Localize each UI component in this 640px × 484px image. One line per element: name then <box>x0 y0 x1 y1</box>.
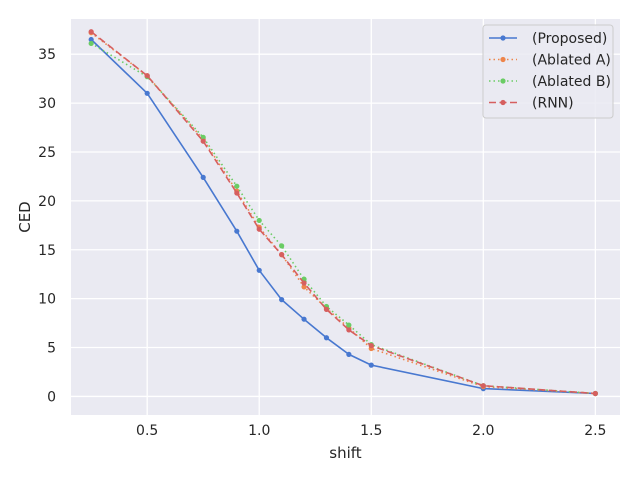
y-tick-label: 5 <box>47 341 56 357</box>
series-0 <box>88 36 598 397</box>
data-point <box>279 252 285 258</box>
y-tick-label: 0 <box>47 389 56 405</box>
y-tick-label: 10 <box>38 292 56 308</box>
series-lines <box>88 29 598 397</box>
data-point <box>256 217 262 224</box>
legend: (Proposed) (Ablated A) (Ablated B) (RNN) <box>482 24 614 119</box>
series-3 <box>88 29 598 397</box>
data-point <box>346 327 352 333</box>
x-tick-label: 2.0 <box>472 423 494 439</box>
grid <box>71 19 620 415</box>
data-point <box>368 342 374 349</box>
legend-label: (Proposed) <box>532 31 607 47</box>
data-point <box>323 335 330 341</box>
legend-label: (RNN) <box>532 96 574 112</box>
y-tick-label: 35 <box>38 47 56 63</box>
x-tick-label: 2.5 <box>584 423 606 439</box>
legend-frame <box>482 24 614 119</box>
data-point <box>323 306 330 312</box>
y-tick-label: 25 <box>38 145 56 161</box>
data-point <box>234 183 240 189</box>
data-point <box>256 267 262 273</box>
data-point <box>346 322 352 328</box>
data-point <box>200 134 206 140</box>
data-point <box>279 297 285 303</box>
y-tick-label: 20 <box>38 194 56 210</box>
data-point <box>301 316 307 322</box>
data-point <box>88 29 94 35</box>
data-point <box>346 351 352 357</box>
data-point <box>200 138 206 144</box>
legend-marker <box>500 78 506 84</box>
x-tick-label: 0.5 <box>136 423 158 439</box>
data-point <box>234 190 240 196</box>
tick-labels: 0.5 1.0 1.5 2.0 2.5 0 5 10 15 20 25 30 35 <box>38 47 606 439</box>
x-tick-label: 1.5 <box>360 423 382 439</box>
legend-marker <box>500 35 506 41</box>
data-point <box>301 284 307 290</box>
legend-marker <box>500 56 506 63</box>
data-point <box>234 228 240 234</box>
data-point <box>368 362 374 368</box>
legend-label: (Ablated A) <box>532 53 611 69</box>
legend-label: (Ablated B) <box>532 74 611 90</box>
y-tick-label: 30 <box>38 96 56 112</box>
y-axis-label: CED <box>16 201 34 233</box>
series-line <box>90 42 596 395</box>
series-line <box>90 38 596 395</box>
data-point <box>200 174 206 180</box>
data-point <box>88 40 94 47</box>
x-axis-label: shift <box>329 444 362 462</box>
data-point <box>88 36 94 43</box>
data-point <box>144 73 150 79</box>
data-point <box>592 390 598 397</box>
data-point <box>480 383 486 389</box>
y-tick-label: 15 <box>38 243 56 259</box>
data-point <box>144 90 150 96</box>
data-point <box>301 280 307 286</box>
series-line <box>90 31 596 395</box>
data-point <box>256 226 262 232</box>
data-point <box>279 243 285 249</box>
legend-marker <box>500 99 506 106</box>
x-tick-label: 1.0 <box>248 423 270 439</box>
